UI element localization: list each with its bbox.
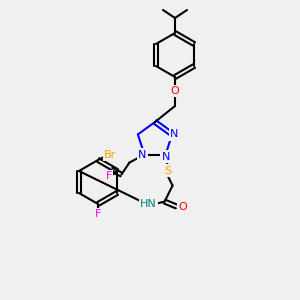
Text: O: O bbox=[178, 202, 187, 212]
Text: N: N bbox=[170, 129, 178, 140]
Text: F: F bbox=[95, 209, 101, 219]
Text: F: F bbox=[106, 171, 112, 181]
Text: O: O bbox=[171, 86, 179, 96]
Text: N: N bbox=[138, 150, 147, 160]
Text: Br: Br bbox=[104, 150, 116, 160]
Text: S: S bbox=[164, 166, 171, 176]
Text: N: N bbox=[161, 152, 170, 162]
Text: HN: HN bbox=[140, 199, 157, 208]
